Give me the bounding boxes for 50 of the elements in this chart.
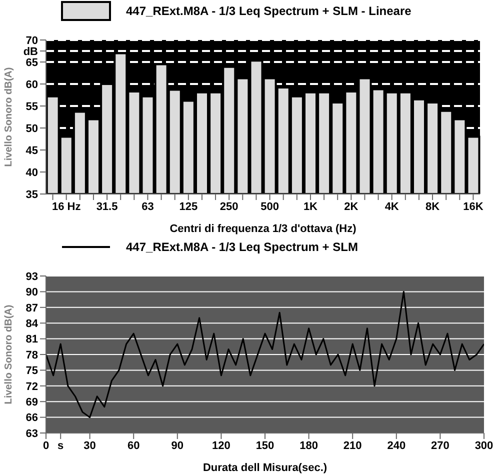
y-tick-label: dB [23,46,38,58]
x-tick-label: 4K [384,200,399,213]
x-tick-label: 150 [256,440,274,452]
legend-label: 447_RExt.M8A - 1/3 Leq Spectrum + SLM [126,240,358,254]
x-tick-label: 125 [179,200,198,213]
y-tick-label: 78 [26,349,38,362]
x-tick-label: 250 [220,200,238,213]
legend-label: 447_RExt.M8A - 1/3 Leq Spectrum + SLM - Lineare [126,4,412,18]
x-tick-label: 0 [42,440,50,452]
x-tick-label: 31.5 [96,200,118,213]
x-axis-title: Durata dell Misura(sec.) [202,462,328,474]
x-tick-label: 90 [171,440,184,452]
x-tick-label: 16 Hz [52,200,82,213]
x-axis-title: Centri di frequenza 1/3 d'ottava (Hz) [170,223,357,235]
y-tick-label: 40 [26,166,38,179]
line-series [46,290,484,418]
y-axis-title: Livello Sonoro dB(A) [4,67,15,167]
x-tick-label: 500 [260,200,279,213]
x-tick-label: 210 [343,440,362,452]
y-tick-label: 65 [26,56,38,69]
y-tick-label: 66 [26,412,38,424]
x-tick-label: s [58,440,64,452]
y-tick-label: 55 [26,100,38,113]
x-tick-label: 2K [344,200,358,213]
y-axis-title: Livello Sonoro dB(A) [4,304,15,404]
x-tick-label: 60 [127,440,140,452]
x-tick-label: 16K [463,200,484,213]
y-tick-label: 81 [26,334,38,346]
x-tick-label: 8K [426,200,440,213]
x-tick-label: 240 [387,440,406,452]
y-tick-label: 87 [26,302,38,314]
y-tick-label: 84 [26,318,39,330]
y-tick-label: 72 [26,380,38,393]
y-tick-label: 35 [26,188,38,201]
y-tick-label: 60 [26,78,38,91]
x-tick-label: 270 [431,440,450,452]
x-tick-label: 1K [303,200,318,213]
y-tick-label: 90 [26,286,38,299]
y-tick-label: 69 [26,396,38,409]
y-tick-label: 75 [26,365,38,378]
x-tick-label: 180 [300,440,318,452]
y-tick-label: 45 [26,144,38,157]
y-tick-label: 63 [26,428,38,440]
y-tick-label: 93 [26,270,38,283]
y-tick-label: 50 [26,122,38,135]
x-tick-label: 120 [212,440,230,452]
y-tick-label: 70 [26,34,38,47]
x-tick-label: 300 [474,440,494,452]
x-tick-label: 63 [142,200,154,213]
x-tick-label: 30 [84,440,96,452]
